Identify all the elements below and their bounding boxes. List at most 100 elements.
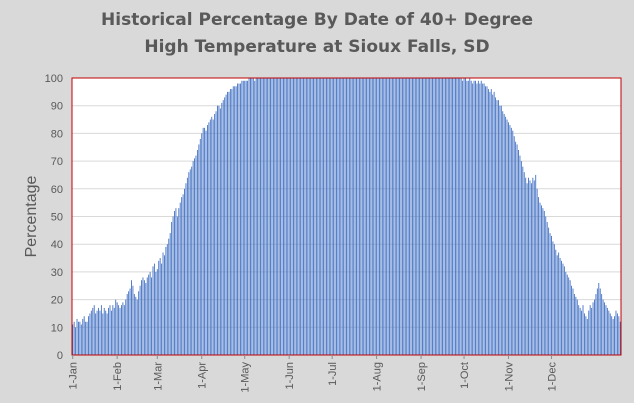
bar — [215, 111, 217, 356]
bar — [479, 83, 481, 355]
bar — [612, 318, 614, 355]
bar — [166, 244, 168, 355]
bar — [214, 114, 216, 355]
bar — [327, 78, 329, 355]
bar — [614, 316, 615, 355]
bar — [489, 91, 491, 355]
bar — [508, 122, 509, 355]
bar — [518, 150, 519, 355]
bar — [495, 97, 497, 355]
bar — [212, 119, 214, 355]
y-tick-label: 40 — [51, 239, 63, 251]
bar — [346, 78, 347, 355]
bar — [99, 310, 101, 355]
bar — [568, 277, 570, 355]
bar — [477, 80, 479, 356]
bar — [325, 78, 327, 355]
x-tick-label: 1-Aug — [372, 362, 384, 391]
bar — [453, 78, 455, 355]
bar — [546, 222, 548, 355]
bar — [231, 89, 233, 355]
bar — [110, 310, 112, 355]
bar — [411, 78, 413, 355]
bar — [555, 249, 557, 355]
bar — [608, 310, 610, 355]
bar — [171, 222, 173, 355]
y-tick-label: 0 — [57, 350, 63, 362]
bar — [237, 83, 239, 355]
bar — [361, 78, 363, 355]
bar — [141, 280, 142, 355]
bar — [142, 277, 144, 355]
bar — [520, 161, 522, 355]
y-axis-label: Percentage — [23, 175, 40, 257]
bar — [363, 78, 365, 355]
bar — [601, 294, 603, 355]
bar — [599, 288, 601, 355]
bar — [510, 127, 512, 355]
bar — [467, 80, 469, 356]
plot-area-border — [71, 77, 622, 356]
bar — [492, 94, 494, 356]
bar — [526, 183, 528, 355]
bar — [594, 299, 595, 355]
bar — [407, 78, 409, 355]
bar — [224, 97, 226, 355]
bar — [437, 78, 439, 355]
bar — [229, 89, 231, 355]
bar — [308, 78, 310, 355]
bar — [446, 78, 448, 355]
bar — [416, 78, 418, 355]
bar — [247, 80, 249, 356]
bar — [575, 296, 577, 355]
bar — [288, 78, 290, 355]
bar — [490, 89, 492, 355]
bar — [480, 80, 482, 356]
bar — [595, 294, 597, 355]
bar — [389, 78, 390, 355]
bar — [304, 78, 306, 355]
bar — [572, 288, 574, 355]
bar — [469, 78, 471, 355]
bar — [79, 321, 81, 355]
bar — [305, 78, 307, 355]
bar — [410, 78, 412, 355]
bar — [500, 105, 502, 355]
bar — [450, 78, 452, 355]
bar — [396, 78, 398, 355]
bar — [122, 302, 124, 355]
bar — [506, 119, 508, 355]
bar — [172, 216, 174, 355]
bar — [221, 102, 223, 356]
bar — [559, 258, 561, 355]
bar — [399, 78, 400, 355]
bar — [303, 78, 304, 355]
bar — [115, 299, 117, 355]
bar — [227, 91, 228, 355]
bar — [573, 294, 575, 355]
bar — [300, 78, 302, 355]
bar — [162, 252, 164, 355]
bar — [195, 155, 197, 355]
x-tick-label: 1-Sep — [416, 362, 428, 391]
bar — [181, 197, 183, 355]
bar — [354, 78, 356, 355]
bar — [515, 141, 517, 355]
bar — [576, 299, 578, 355]
bar — [133, 294, 135, 355]
bar — [403, 78, 405, 355]
bar — [217, 105, 218, 355]
bar — [202, 127, 204, 355]
bar — [330, 78, 332, 355]
x-tick-label: 1-Nov — [503, 362, 515, 392]
bar — [454, 78, 456, 355]
bar — [578, 305, 580, 355]
bar — [313, 78, 314, 355]
bar — [248, 78, 250, 355]
bar — [482, 83, 484, 355]
bar — [429, 78, 431, 355]
bar — [370, 78, 372, 355]
bar — [282, 78, 284, 355]
bar — [509, 125, 511, 355]
